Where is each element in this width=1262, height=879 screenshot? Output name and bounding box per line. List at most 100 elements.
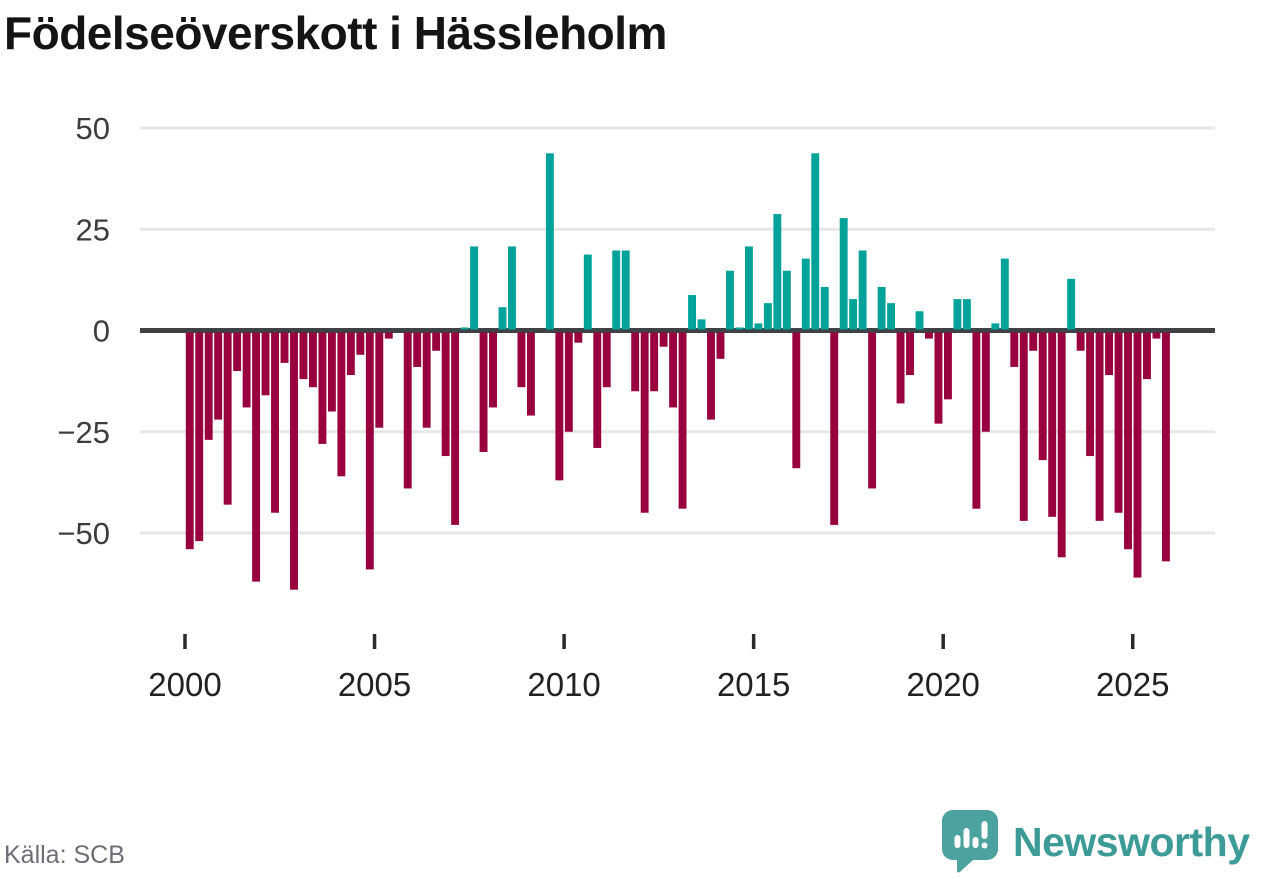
speech-bubble-shape [942, 810, 998, 873]
bar [925, 332, 933, 339]
bar [185, 332, 194, 550]
bar [413, 332, 422, 367]
chart-title: Födelseöverskott i Hässleholm [4, 7, 667, 59]
bar [204, 332, 213, 440]
bar [858, 250, 867, 330]
bar [337, 332, 346, 477]
x-axis-label: 2015 [717, 666, 790, 703]
bar [1019, 332, 1028, 521]
bar [545, 153, 554, 330]
x-axis-label: 2010 [527, 666, 600, 703]
bar [375, 332, 384, 428]
bar [716, 332, 725, 359]
bar [707, 332, 715, 420]
bar [261, 332, 270, 396]
bar [583, 254, 592, 330]
bar [991, 323, 1000, 330]
bar [906, 332, 914, 376]
bar [943, 332, 952, 400]
bar [1143, 332, 1151, 380]
bar [688, 295, 696, 330]
bar [953, 299, 962, 330]
newsworthy-logo: Newsworthy [942, 810, 1250, 874]
bar [650, 332, 659, 392]
bar [356, 332, 365, 355]
bar [1000, 258, 1009, 330]
bar [1057, 332, 1066, 558]
bar [384, 332, 393, 339]
bar [773, 214, 782, 330]
bar [508, 246, 516, 330]
bar [233, 332, 242, 371]
bar [1086, 332, 1095, 457]
bar [602, 332, 611, 388]
bar [621, 250, 630, 330]
bar [744, 246, 753, 330]
bar [763, 303, 772, 330]
bar [214, 332, 223, 420]
bar [252, 332, 261, 582]
y-axis-label: −50 [57, 516, 110, 551]
bar [612, 250, 621, 330]
bar [195, 332, 204, 542]
bar [972, 332, 981, 509]
bar [1095, 332, 1104, 521]
bar [432, 332, 441, 351]
bar [223, 332, 232, 505]
bar [830, 332, 839, 525]
bar [839, 218, 848, 330]
bar [422, 332, 431, 428]
newsworthy-icon [942, 810, 998, 873]
bar [659, 332, 668, 347]
bar [1029, 332, 1038, 351]
bar [792, 332, 801, 469]
logo-bar-2 [963, 828, 970, 848]
bar [327, 332, 336, 412]
bar [678, 332, 687, 509]
bar [290, 332, 298, 590]
bar [669, 332, 678, 408]
bar [1010, 332, 1019, 367]
bar [896, 332, 905, 404]
bar [735, 327, 744, 330]
bar [517, 332, 526, 388]
bar [754, 323, 763, 330]
bar [820, 286, 829, 330]
bar [981, 332, 990, 432]
logo-bar-3 [972, 837, 979, 848]
bar [308, 332, 317, 388]
bar [1105, 332, 1114, 376]
bar [915, 311, 924, 330]
bar [526, 332, 535, 416]
y-axis-label: −25 [57, 415, 110, 450]
bar [318, 332, 327, 444]
bar [479, 332, 488, 452]
bar [470, 246, 479, 330]
bar [564, 332, 573, 432]
logo-exclamation-bar [981, 821, 988, 839]
bar [1133, 332, 1142, 578]
bar [441, 332, 450, 457]
bar [593, 332, 602, 448]
y-axis-label: 50 [76, 111, 110, 146]
bar [1152, 332, 1161, 339]
bar [697, 319, 706, 330]
bar [498, 307, 507, 330]
x-axis-label: 2020 [906, 666, 979, 703]
x-axis-label: 2005 [338, 666, 411, 703]
bar [1161, 332, 1170, 562]
logo-exclamation-dot [981, 842, 988, 849]
bar [365, 332, 374, 570]
bar [242, 332, 251, 408]
y-axis-label: 0 [93, 314, 110, 349]
bar [868, 332, 877, 489]
bar [887, 303, 896, 330]
bar [801, 258, 810, 330]
bar [1114, 332, 1123, 513]
bar [1038, 332, 1047, 461]
x-axis-label: 2025 [1096, 666, 1169, 703]
bar [489, 332, 497, 408]
bar [280, 332, 289, 363]
